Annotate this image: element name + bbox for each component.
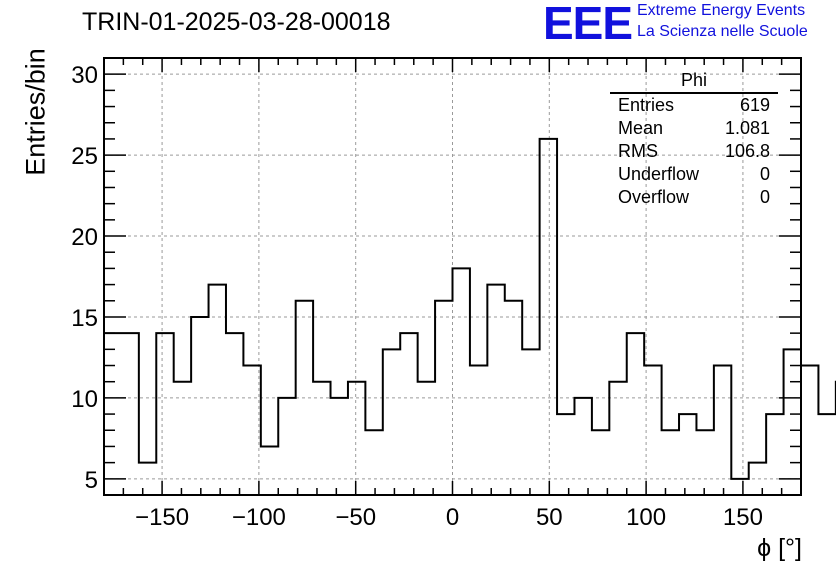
stats-row-mean: Mean 1.081 <box>610 117 778 140</box>
x-tick-label: 50 <box>536 504 563 531</box>
stats-value: 0 <box>759 187 770 207</box>
stats-value: 0 <box>759 164 770 184</box>
stats-label: Underflow <box>618 164 700 184</box>
x-tick-label: −100 <box>232 504 286 531</box>
x-tick-label: 100 <box>626 504 666 531</box>
chart-title: TRIN-01-2025-03-28-00018 <box>82 8 391 36</box>
stats-label: RMS <box>618 141 658 161</box>
x-axis-label: ϕ [°] <box>757 534 802 562</box>
logo-caption-line2: La Scienza nelle Scuole <box>637 23 808 40</box>
y-tick-label: 10 <box>71 386 98 413</box>
y-axis-label: Entries/bin <box>20 48 51 176</box>
y-tick-label: 30 <box>71 62 98 89</box>
stats-value: 1.081 <box>724 118 770 138</box>
grid-lines <box>104 58 801 495</box>
y-tick-label: 15 <box>71 305 98 332</box>
stats-row-underflow: Underflow 0 <box>610 163 778 186</box>
stats-label: Entries <box>618 95 675 115</box>
x-tick-label: −150 <box>135 504 189 531</box>
stats-title: Phi <box>610 70 778 94</box>
y-tick-label: 20 <box>71 224 98 251</box>
stats-label: Overflow <box>618 187 690 207</box>
stats-row-entries: Entries 619 <box>610 94 778 117</box>
x-tick-label: 150 <box>723 504 763 531</box>
tick-labels: −150 −100 −50 0 50 100 150 5 10 15 20 25 30 <box>71 62 763 531</box>
stats-box: Phi Entries 619 Mean 1.081 RMS 106.8 Und… <box>610 70 778 209</box>
stats-row-rms: RMS 106.8 <box>610 140 778 163</box>
x-tick-label: 0 <box>446 504 459 531</box>
histogram-outline <box>104 137 836 480</box>
stats-row-overflow: Overflow 0 <box>610 186 778 209</box>
y-tick-label: 25 <box>71 143 98 170</box>
stats-value: 619 <box>739 95 770 115</box>
x-tick-label: −50 <box>335 504 376 531</box>
stats-value: 106.8 <box>724 141 770 161</box>
eee-logo: EEE <box>543 0 633 49</box>
logo-caption-line1: Extreme Energy Events <box>637 2 806 19</box>
y-tick-label: 5 <box>85 467 98 494</box>
axes <box>103 57 802 496</box>
stats-label: Mean <box>618 118 664 138</box>
